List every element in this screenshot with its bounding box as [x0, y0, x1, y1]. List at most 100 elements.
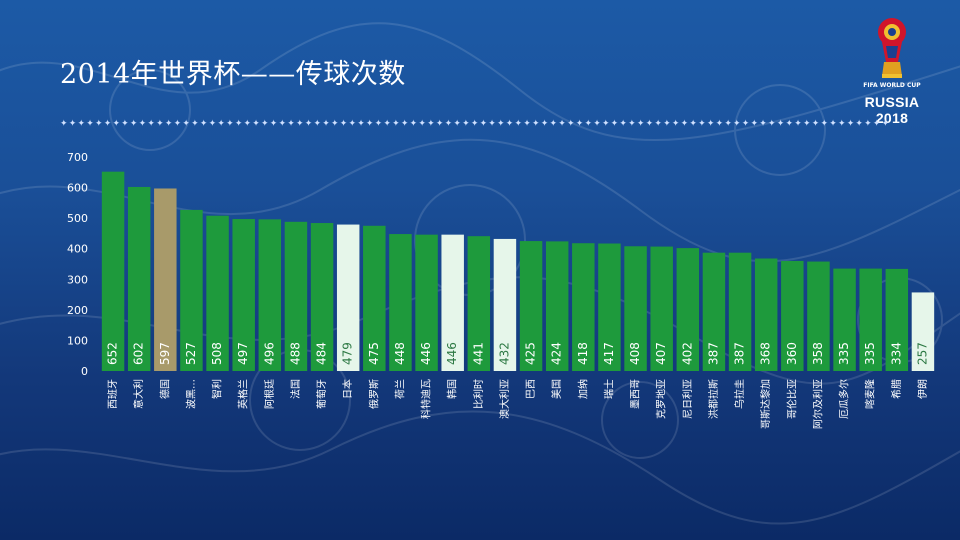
bar [232, 219, 255, 371]
y-tick-label: 600 [67, 182, 88, 195]
logo-line-1: FIFA WORLD CUP [863, 82, 921, 89]
bar [336, 224, 360, 371]
bar [859, 268, 882, 371]
x-category-label: 俄罗斯 [367, 379, 380, 409]
decorative-divider: ✦✦✦✦✦✦✦✦✦✦✦✦✦✦✦✦✦✦✦✦✦✦✦✦✦✦✦✦✦✦✦✦✦✦✦✦✦✦✦✦… [60, 119, 891, 129]
y-tick-label: 0 [81, 365, 88, 378]
bar [206, 215, 229, 371]
bar-value-label: 358 [811, 342, 825, 365]
x-category-label: 洪都拉斯 [707, 379, 720, 419]
bar-value-label: 387 [706, 342, 720, 365]
bar-value-label: 652 [106, 342, 120, 365]
bar-value-label: 407 [654, 342, 668, 365]
bar-value-label: 424 [550, 342, 564, 365]
bar-value-label: 441 [471, 342, 485, 365]
x-category-label: 瑞士 [602, 379, 615, 399]
x-category-label: 加纳 [576, 379, 589, 399]
bar [807, 261, 830, 371]
x-category-label: 厄瓜多尔 [838, 379, 851, 419]
bar [389, 234, 412, 371]
bar-value-label: 508 [210, 342, 224, 365]
bar [781, 260, 804, 371]
bar-value-label: 368 [759, 342, 773, 365]
x-category-label: 哥伦比亚 [785, 379, 798, 419]
bar-value-label: 417 [602, 342, 616, 365]
bar-value-label: 484 [315, 342, 329, 365]
bar-value-label: 488 [288, 342, 302, 365]
bar [572, 243, 595, 371]
bar-value-label: 432 [497, 342, 511, 365]
y-tick-label: 100 [67, 334, 88, 347]
bar [154, 188, 177, 371]
bar [467, 236, 491, 371]
x-category-label: 乌拉圭 [733, 379, 746, 409]
x-category-label: 喀麦隆 [864, 379, 877, 409]
bar-value-label: 257 [915, 342, 929, 365]
fifa-world-cup-logo: FIFA WORLD CUP RUSSIA 2018 [848, 16, 936, 126]
bar [728, 252, 752, 371]
x-category-label: 波黑… [184, 379, 197, 409]
bar-value-label: 360 [785, 342, 799, 365]
bar [598, 243, 621, 371]
bar-value-label: 425 [524, 342, 538, 365]
x-category-label: 墨西哥 [630, 379, 642, 409]
bar-value-label: 402 [680, 342, 694, 365]
y-tick-label: 300 [67, 273, 88, 286]
bar [363, 225, 386, 371]
bar [754, 258, 778, 371]
bar [519, 241, 543, 371]
bar [911, 292, 935, 371]
bar [493, 238, 517, 371]
x-category-label: 智利 [211, 379, 224, 399]
x-category-label: 韩国 [446, 379, 459, 399]
x-category-label: 葡萄牙 [315, 379, 328, 409]
x-category-label: 希腊 [890, 379, 903, 399]
bar-value-label: 334 [889, 342, 903, 365]
bar [441, 234, 464, 371]
y-tick-label: 700 [67, 151, 88, 164]
x-category-label: 尼日利亚 [682, 379, 694, 419]
bar [545, 241, 569, 371]
x-category-label: 英格兰 [237, 379, 250, 409]
logo-line-2: RUSSIA 2018 [864, 94, 920, 126]
x-category-label: 哥斯达黎加 [759, 379, 772, 429]
x-category-label: 意大利 [132, 379, 145, 409]
bar-value-label: 597 [158, 342, 172, 365]
slide-title: 2014年世界杯——传球次数 [60, 59, 406, 90]
x-category-label: 巴西 [525, 379, 537, 399]
bar [415, 234, 438, 371]
x-category-label: 阿根廷 [263, 379, 276, 409]
bar [624, 246, 647, 371]
x-category-label: 德国 [158, 379, 171, 399]
bar [180, 209, 203, 371]
bar-value-label: 479 [341, 342, 355, 365]
bar [702, 252, 726, 371]
bar [284, 221, 308, 371]
bar-value-label: 496 [262, 342, 276, 365]
bar [650, 246, 673, 371]
bar-value-label: 527 [184, 342, 198, 365]
x-category-label: 法国 [289, 379, 302, 399]
bar-value-label: 387 [733, 342, 747, 365]
x-category-label: 克罗地亚 [655, 379, 668, 419]
bar-value-label: 335 [837, 342, 851, 365]
bar [258, 219, 282, 371]
x-category-label: 荷兰 [393, 379, 406, 399]
bar [101, 171, 125, 371]
y-tick-label: 200 [67, 304, 88, 317]
bar-value-label: 446 [445, 342, 459, 365]
bar [885, 268, 909, 371]
x-category-label: 西班牙 [107, 379, 119, 409]
bar-value-label: 497 [236, 342, 250, 365]
bar [310, 223, 334, 371]
bar-value-label: 475 [367, 342, 381, 365]
bar-value-label: 446 [419, 342, 433, 365]
bar-value-label: 602 [132, 342, 146, 365]
trophy-emblem-icon [878, 18, 906, 78]
bar [127, 186, 151, 371]
x-category-label: 比利时 [473, 379, 485, 409]
x-category-label: 伊朗 [917, 379, 929, 399]
x-category-label: 美国 [550, 379, 563, 399]
